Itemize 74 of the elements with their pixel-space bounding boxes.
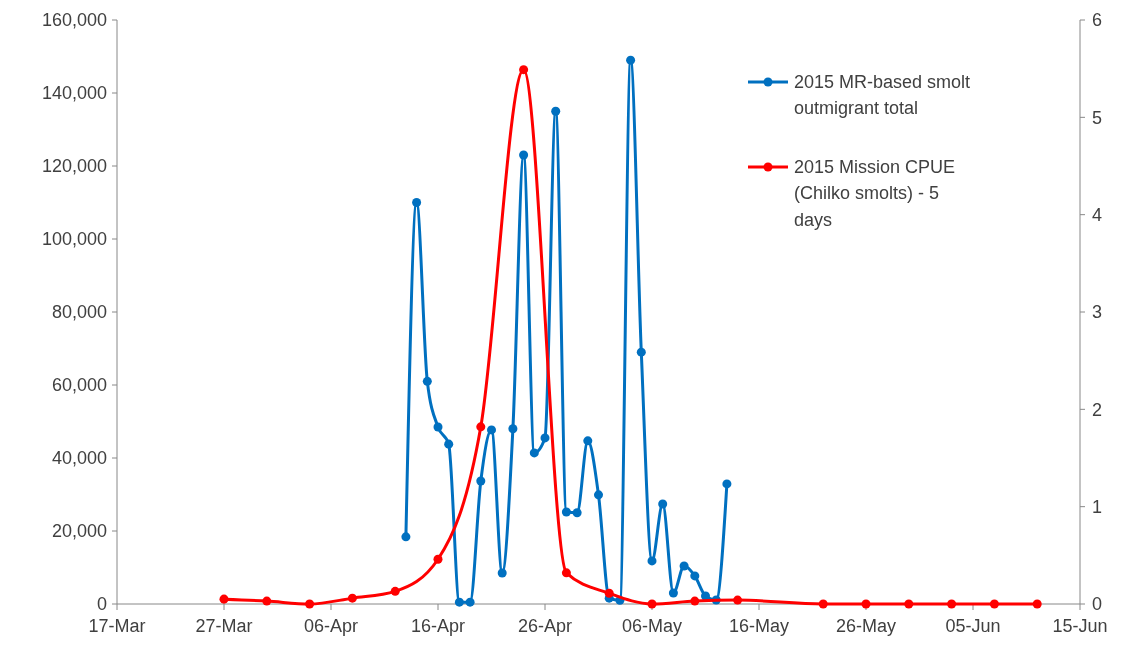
point [433, 554, 443, 564]
point [519, 150, 529, 160]
point [262, 596, 272, 606]
point [690, 596, 700, 606]
point [733, 595, 743, 605]
x-tick-label: 06-May [621, 616, 683, 636]
point [305, 599, 315, 609]
legend-label: 2015 Mission CPUE (Chilko smolts) - 5 days [794, 157, 956, 230]
point [486, 425, 497, 435]
point [433, 422, 443, 432]
x-tick-label: 16-Apr [410, 616, 466, 636]
y2-tick-label: 3 [1092, 302, 1103, 323]
point [658, 499, 668, 509]
point [412, 197, 422, 208]
x-tick-label: 16-May [728, 616, 790, 636]
point [690, 571, 700, 581]
x-tick-label: 26-May [835, 616, 897, 636]
y2-tick-label: 2 [1092, 399, 1103, 420]
point [561, 507, 571, 517]
point [444, 439, 454, 449]
point [347, 593, 357, 603]
x-tick-label: 06-Apr [303, 616, 359, 636]
y-tick-label: 40,000 [51, 448, 107, 469]
point [508, 424, 518, 434]
point [465, 597, 475, 607]
x-tick-label: 27-Mar [195, 616, 253, 636]
point [519, 65, 529, 75]
y-tick-label: 120,000 [41, 156, 107, 177]
y2-tick-label: 0 [1092, 594, 1103, 615]
x-tick-label: 17-Mar [88, 616, 146, 636]
point [219, 594, 229, 604]
point [583, 436, 593, 446]
y2-tick-label: 6 [1092, 10, 1103, 31]
point [989, 599, 999, 609]
point [626, 55, 636, 65]
point [861, 599, 871, 609]
y-tick-label: 160,000 [41, 10, 107, 31]
y-tick-label: 60,000 [51, 375, 107, 396]
y-tick-label: 20,000 [51, 521, 107, 542]
point [679, 561, 689, 571]
point [401, 532, 411, 542]
point [904, 599, 914, 609]
point [422, 376, 432, 386]
y-tick-label: 140,000 [41, 83, 107, 104]
point [454, 597, 464, 607]
x-tick-label: 15-Jun [1052, 616, 1108, 636]
x-tick-label: 26-Apr [517, 616, 573, 636]
point [390, 586, 400, 596]
point [1032, 599, 1042, 609]
y-tick-label: 0 [96, 594, 107, 615]
point [540, 433, 550, 443]
point [561, 568, 571, 578]
y-tick-label: 80,000 [51, 302, 107, 323]
point [497, 568, 507, 578]
point [604, 588, 614, 598]
point [722, 479, 732, 489]
legend-label: 2015 MR-based smolt outmigrant total [794, 72, 971, 119]
x-tick-label: 05-Jun [945, 616, 1001, 636]
point [593, 490, 604, 500]
point [647, 556, 657, 566]
y-tick-label: 100,000 [41, 229, 107, 250]
y2-tick-label: 4 [1092, 204, 1103, 225]
point [636, 347, 646, 357]
point [947, 599, 957, 609]
point [818, 599, 828, 609]
point [529, 448, 539, 458]
point [476, 422, 486, 432]
point [572, 508, 582, 518]
point [551, 106, 561, 116]
y2-tick-label: 1 [1092, 496, 1103, 517]
point [476, 476, 486, 486]
point [668, 588, 678, 598]
y2-tick-label: 5 [1092, 107, 1103, 128]
point [647, 599, 657, 609]
